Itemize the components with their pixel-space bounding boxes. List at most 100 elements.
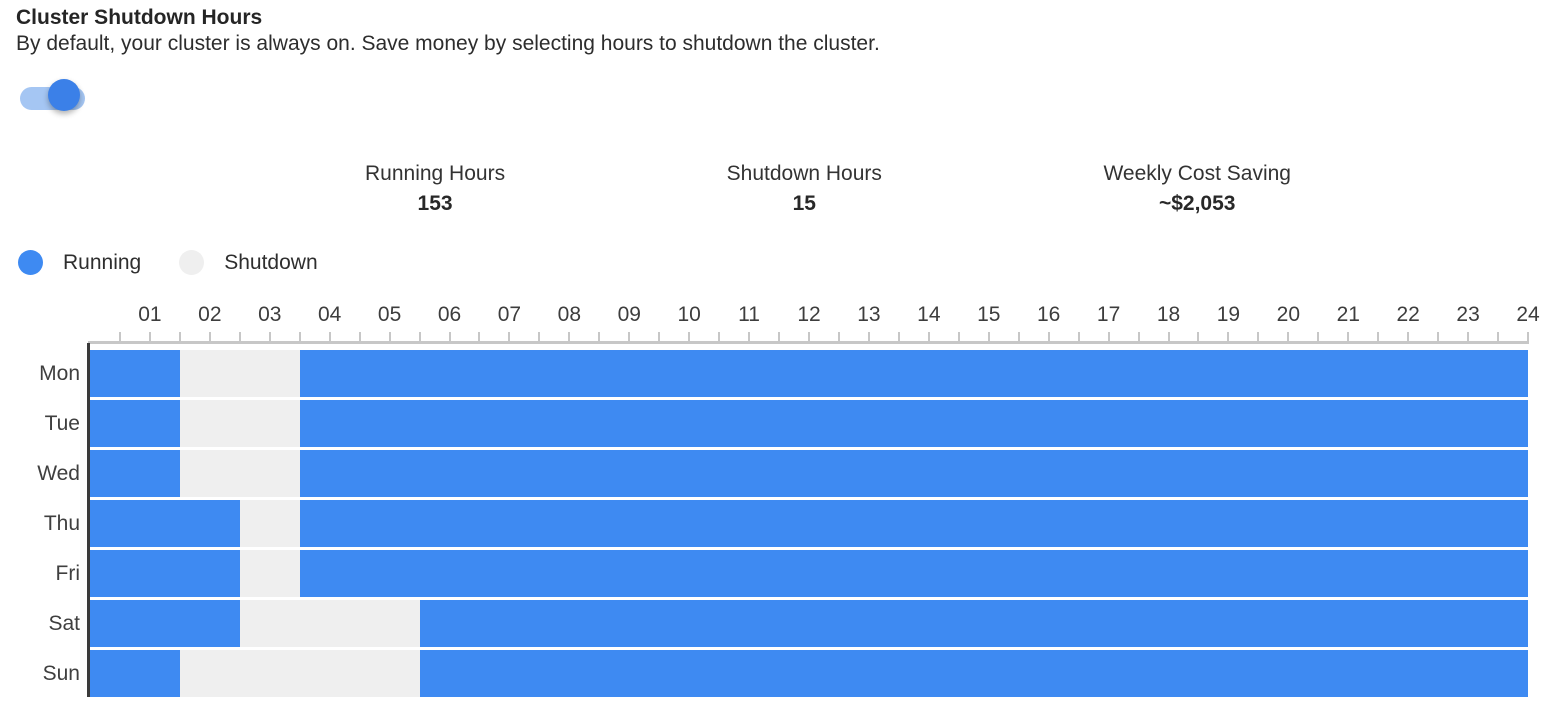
axis-tick <box>1497 332 1500 341</box>
tue-segment-shutdown[interactable] <box>179 400 300 447</box>
stat-value: 153 <box>417 192 453 215</box>
row-track <box>90 550 1528 597</box>
hour-label-18: 18 <box>1156 303 1181 326</box>
axis-tick <box>568 332 571 341</box>
cluster-shutdown-toggle[interactable] <box>19 79 87 113</box>
legend-item-shutdown: Shutdown <box>179 250 318 275</box>
axis-tick <box>448 332 451 341</box>
sun-segment-shutdown[interactable] <box>179 650 420 697</box>
axis-tick <box>658 332 661 341</box>
axis-tick <box>508 332 511 341</box>
axis-tick <box>867 332 870 341</box>
day-label-wed: Wed <box>37 461 80 485</box>
sat-segment-shutdown[interactable] <box>239 600 420 647</box>
hour-label-17: 17 <box>1096 303 1121 326</box>
axis-tick <box>298 332 301 341</box>
axis-tick <box>598 332 601 341</box>
axis-tick <box>538 332 541 341</box>
hour-label-07: 07 <box>497 303 522 326</box>
axis-tick <box>268 332 271 341</box>
thu-segment-running[interactable] <box>90 500 240 547</box>
day-label-sat: Sat <box>48 611 80 635</box>
axis-tick <box>238 332 241 341</box>
schedule-row-mon: Mon <box>0 350 1552 397</box>
sat-segment-running[interactable] <box>419 600 1528 647</box>
axis-tick <box>1227 332 1230 341</box>
legend-label: Shutdown <box>224 250 318 274</box>
axis-tick <box>927 332 930 341</box>
axis-tick <box>718 332 721 341</box>
mon-segment-shutdown[interactable] <box>179 350 300 397</box>
row-track <box>90 650 1528 697</box>
axis-tick <box>1377 332 1380 341</box>
wed-segment-running[interactable] <box>90 450 180 497</box>
axis-tick <box>837 332 840 341</box>
thu-segment-shutdown[interactable] <box>239 500 300 547</box>
row-track <box>90 400 1528 447</box>
fri-segment-running[interactable] <box>299 550 1528 597</box>
tue-segment-running[interactable] <box>299 400 1528 447</box>
thu-segment-running[interactable] <box>299 500 1528 547</box>
hour-label-24: 24 <box>1516 303 1540 326</box>
day-label-mon: Mon <box>39 361 80 385</box>
axis-tick <box>478 332 481 341</box>
axis-tick <box>778 332 781 341</box>
axis-tick <box>178 332 181 341</box>
hour-label-19: 19 <box>1216 303 1241 326</box>
axis-tick <box>1077 332 1080 341</box>
axis-tick <box>328 332 331 341</box>
mon-segment-running[interactable] <box>90 350 180 397</box>
sun-segment-running[interactable] <box>90 650 180 697</box>
hour-label-13: 13 <box>857 303 881 326</box>
stat-weekly-cost-saving: Weekly Cost Saving ~$2,053 <box>1103 162 1291 216</box>
hour-label-16: 16 <box>1036 303 1061 326</box>
hour-label-03: 03 <box>258 303 282 326</box>
fri-segment-shutdown[interactable] <box>239 550 300 597</box>
schedule-row-sat: Sat <box>0 600 1552 647</box>
row-track <box>90 600 1528 647</box>
axis-tick <box>358 332 361 341</box>
legend-label: Running <box>63 250 142 274</box>
row-track <box>90 450 1528 497</box>
stat-label: Shutdown Hours <box>726 162 882 185</box>
running-legend-dot-icon <box>18 250 43 275</box>
tue-segment-running[interactable] <box>90 400 180 447</box>
hour-label-02: 02 <box>198 303 222 326</box>
stat-label: Weekly Cost Saving <box>1103 162 1291 185</box>
axis-tick <box>1317 332 1320 341</box>
hour-label-04: 04 <box>317 303 342 326</box>
stat-value: ~$2,053 <box>1158 192 1236 215</box>
day-label-sun: Sun <box>42 661 80 685</box>
axis-tick <box>897 332 900 341</box>
axis-tick <box>748 332 751 341</box>
axis-tick <box>1017 332 1020 341</box>
mon-segment-running[interactable] <box>299 350 1528 397</box>
axis-tick <box>208 332 211 341</box>
shutdown-legend-dot-icon <box>179 250 205 275</box>
stat-label: Running Hours <box>365 162 506 185</box>
schedule-row-wed: Wed <box>0 450 1552 497</box>
wed-segment-shutdown[interactable] <box>179 450 300 497</box>
schedule-row-tue: Tue <box>0 400 1552 447</box>
x-axis-line <box>88 341 1529 344</box>
axis-tick <box>628 332 631 341</box>
page-subtitle: By default, your cluster is always on. S… <box>16 32 880 55</box>
hour-label-09: 09 <box>617 303 641 326</box>
hour-label-14: 14 <box>917 303 941 326</box>
sat-segment-running[interactable] <box>90 600 240 647</box>
sun-segment-running[interactable] <box>419 650 1528 697</box>
wed-segment-running[interactable] <box>299 450 1528 497</box>
axis-tick <box>1137 332 1140 341</box>
axis-tick <box>1467 332 1470 341</box>
hour-label-15: 15 <box>977 303 1001 326</box>
hour-label-21: 21 <box>1336 303 1360 326</box>
schedule-row-sun: Sun <box>0 650 1552 697</box>
hour-label-12: 12 <box>797 303 821 326</box>
axis-tick <box>1437 332 1440 341</box>
schedule-row-fri: Fri <box>0 550 1552 597</box>
chart-legend: Running Shutdown <box>18 250 318 275</box>
axis-tick <box>808 332 810 341</box>
axis-tick <box>388 332 391 341</box>
fri-segment-running[interactable] <box>90 550 240 597</box>
